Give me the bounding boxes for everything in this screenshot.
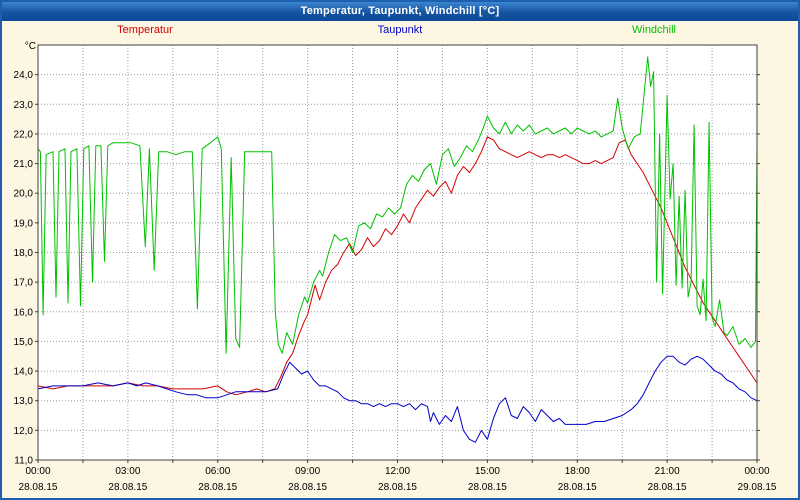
legend-item-temperatur: Temperatur: [117, 24, 173, 36]
y-tick-label: 15,0: [14, 337, 34, 348]
x-tick-label: 21:00: [655, 466, 680, 477]
x-date-label: 28.08.15: [468, 482, 507, 493]
x-tick-label: 09:00: [295, 466, 320, 477]
x-tick-label: 03:00: [115, 466, 140, 477]
legend-item-taupunkt: Taupunkt: [377, 24, 423, 36]
y-tick-label: 18,0: [14, 248, 34, 259]
x-tick-label: 18:00: [565, 466, 590, 477]
x-tick-label: 15:00: [475, 466, 500, 477]
x-tick-label: 00:00: [744, 466, 769, 477]
x-date-label: 28.08.15: [198, 482, 237, 493]
y-tick-label: 17,0: [14, 278, 34, 289]
y-tick-label: 23,0: [14, 100, 34, 111]
x-date-label: 28.08.15: [288, 482, 327, 493]
series-line-windchill: [37, 56, 758, 354]
x-date-label: 28.08.15: [558, 482, 597, 493]
x-date-label: 28.08.15: [19, 482, 58, 493]
x-tick-label: 12:00: [385, 466, 410, 477]
y-tick-label: 21,0: [14, 159, 34, 170]
y-tick-label: 13,0: [14, 396, 34, 407]
y-tick-label: 24,0: [14, 70, 34, 81]
window-titlebar: Temperatur, Taupunkt, Windchill [°C]: [2, 2, 798, 21]
y-tick-label: 14,0: [14, 367, 34, 378]
x-date-label: 29.08.15: [738, 482, 777, 493]
x-tick-label: 06:00: [205, 466, 230, 477]
y-tick-label: 22,0: [14, 129, 34, 140]
x-date-label: 28.08.15: [648, 482, 687, 493]
window-title: Temperatur, Taupunkt, Windchill [°C]: [300, 5, 500, 17]
y-tick-label: 12,0: [14, 426, 34, 437]
series-line-temperatur: [37, 136, 758, 396]
legend-item-windchill: Windchill: [631, 24, 677, 36]
x-date-label: 28.08.15: [108, 482, 147, 493]
y-axis-unit-label: °C: [25, 41, 36, 52]
y-tick-label: 19,0: [14, 218, 34, 229]
y-tick-label: 16,0: [14, 307, 34, 318]
series-line-taupunkt: [37, 355, 758, 443]
y-tick-label: 11,0: [14, 456, 33, 467]
x-tick-label: 00:00: [25, 466, 50, 477]
x-date-label: 28.08.15: [378, 482, 417, 493]
y-tick-label: 20,0: [14, 189, 34, 200]
